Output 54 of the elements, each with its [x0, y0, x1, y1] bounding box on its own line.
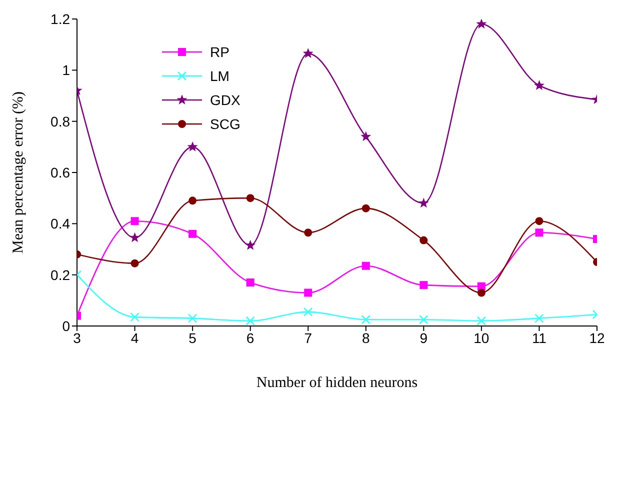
point [419, 314, 428, 324]
point [477, 288, 486, 297]
x-tick-label: 8 [362, 330, 370, 346]
y-tick-label: 0.8 [50, 113, 70, 130]
point [534, 80, 544, 90]
point [476, 316, 486, 326]
legend-label: LM [210, 68, 230, 84]
x-tick-label: 3 [73, 330, 82, 346]
point [420, 236, 428, 244]
x-tick-label: 7 [304, 330, 312, 346]
legend-label: SCG [210, 116, 240, 132]
x-axis-title: Number of hidden neurons [256, 375, 418, 391]
point [535, 217, 544, 226]
point [302, 48, 314, 58]
point [246, 316, 255, 326]
point [362, 204, 370, 212]
x-tick-label: 6 [246, 330, 254, 346]
y-tick-label: 0.4 [50, 216, 70, 232]
point [187, 141, 198, 152]
y-tick-label: 0.6 [50, 164, 70, 180]
x-tick-label: 12 [589, 330, 605, 346]
y-tick-label: 1.2 [50, 10, 70, 27]
y-tick-label: 0.2 [50, 266, 70, 283]
y-tick-label: 1 [62, 62, 70, 78]
point [535, 228, 544, 237]
point [361, 314, 371, 324]
point [362, 262, 370, 270]
legend-label: GDX [210, 92, 240, 108]
x-tick-label: 4 [130, 330, 139, 346]
point [130, 312, 140, 322]
point [476, 19, 487, 29]
x-tick-label: 10 [474, 330, 490, 346]
point [130, 217, 139, 226]
point [360, 131, 372, 142]
x-tick-label: 5 [188, 330, 197, 346]
point [130, 232, 140, 242]
legend-label: RP [210, 44, 230, 60]
point [420, 281, 428, 290]
x-tick-label: 11 [532, 330, 547, 346]
point [188, 196, 197, 205]
point [188, 230, 197, 238]
point [304, 288, 312, 297]
point [246, 278, 254, 287]
point [304, 228, 312, 237]
y-axis-title: Mean percentage error (%) [10, 92, 26, 254]
point [188, 314, 198, 323]
x-tick-label: 9 [420, 330, 428, 346]
point [303, 307, 313, 317]
point [130, 259, 139, 268]
point [418, 198, 429, 208]
point [246, 194, 254, 202]
point [534, 314, 544, 323]
point [245, 240, 256, 250]
y-tick-label: 0 [62, 318, 70, 334]
